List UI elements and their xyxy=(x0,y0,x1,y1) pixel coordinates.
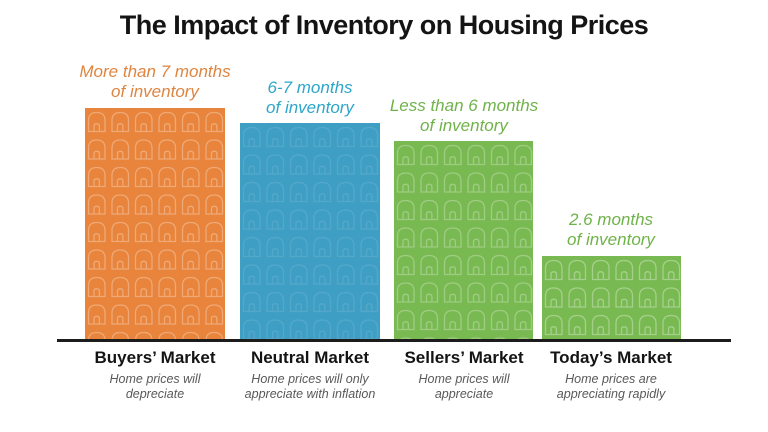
description-buyers: Home prices will depreciate xyxy=(110,372,201,402)
house-pattern xyxy=(394,141,533,340)
inventory-label-today: 2.6 months of inventory xyxy=(567,210,655,250)
description-sellers: Home prices will appreciate xyxy=(419,372,510,402)
bar-sellers-market xyxy=(394,141,533,340)
description-line1: Home prices will only xyxy=(251,372,369,386)
description-line2: appreciate with inflation xyxy=(244,387,376,401)
description-line1: Home prices are xyxy=(565,372,657,386)
house-pattern xyxy=(542,256,681,340)
inventory-label-line1: Less than 6 months xyxy=(389,96,539,115)
description-neutral: Home prices will only appreciate with in… xyxy=(245,372,376,402)
description-line2: appreciate xyxy=(434,387,494,401)
bar-neutral-market xyxy=(240,123,380,340)
inventory-label-buyers: More than 7 months of inventory xyxy=(79,62,230,102)
inventory-label-sellers: Less than 6 months of inventory xyxy=(390,96,538,136)
description-line2: appreciating rapidly xyxy=(556,387,666,401)
inventory-label-neutral: 6-7 months of inventory xyxy=(266,78,354,118)
category-label-today: Today’s Market xyxy=(550,348,672,367)
description-line2: depreciate xyxy=(125,387,185,401)
house-pattern xyxy=(240,123,380,340)
description-today: Home prices are appreciating rapidly xyxy=(557,372,665,402)
inventory-label-line2: of inventory xyxy=(420,116,508,135)
bar-todays-market xyxy=(542,256,681,340)
inventory-label-line1: 2.6 months xyxy=(568,210,654,229)
category-label-neutral: Neutral Market xyxy=(250,348,370,367)
inventory-label-line1: More than 7 months xyxy=(79,62,231,81)
category-label-sellers: Sellers’ Market xyxy=(404,348,524,367)
chart-title: The Impact of Inventory on Housing Price… xyxy=(119,10,649,40)
x-axis-line xyxy=(57,339,731,342)
inventory-label-line2: of inventory xyxy=(111,82,199,101)
house-pattern xyxy=(85,108,225,340)
category-label-buyers: Buyers’ Market xyxy=(94,348,216,367)
description-line1: Home prices will xyxy=(109,372,201,386)
inventory-label-line1: 6-7 months xyxy=(267,78,353,97)
description-line1: Home prices will xyxy=(418,372,510,386)
bar-buyers-market xyxy=(85,108,225,340)
inventory-label-line2: of inventory xyxy=(567,230,655,249)
inventory-label-line2: of inventory xyxy=(266,98,354,117)
